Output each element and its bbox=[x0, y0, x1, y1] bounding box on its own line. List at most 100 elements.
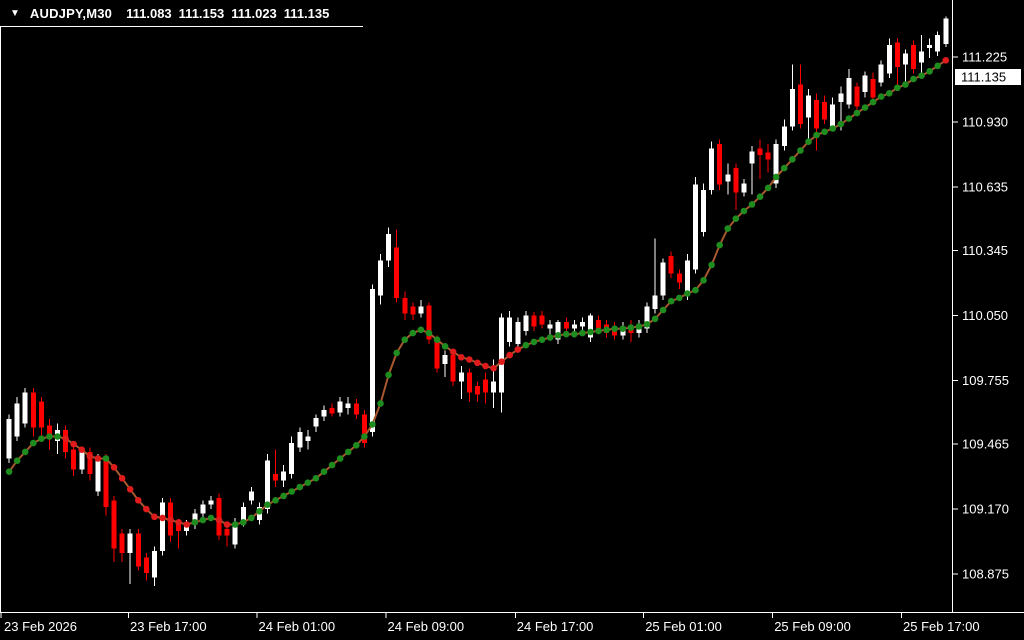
ma-dot-up bbox=[748, 201, 756, 208]
candle-body bbox=[652, 295, 658, 309]
candle-body bbox=[741, 183, 747, 193]
candle-body bbox=[87, 451, 93, 474]
candle-body bbox=[321, 410, 327, 417]
ma-dot-up bbox=[692, 286, 699, 294]
ma-dot-up bbox=[894, 84, 901, 92]
ma-dot-up bbox=[554, 332, 562, 339]
ma-dot-up bbox=[676, 294, 683, 302]
ma-dot-up bbox=[643, 321, 651, 328]
ma-dot-up bbox=[522, 341, 530, 349]
candle-body bbox=[943, 18, 949, 44]
candle-body bbox=[402, 297, 408, 314]
candle-body bbox=[531, 315, 537, 327]
candle-body bbox=[418, 306, 424, 314]
candle-body bbox=[289, 443, 295, 474]
ma-dot-down bbox=[498, 358, 505, 366]
candle-body bbox=[870, 79, 876, 98]
ma-dot-down bbox=[62, 435, 69, 443]
current-price-label: 111.135 bbox=[961, 69, 1006, 84]
candle-body bbox=[79, 449, 85, 470]
price-axis-label: 110.930 bbox=[962, 114, 1008, 129]
candle-body bbox=[717, 143, 723, 185]
ma-dot-up bbox=[603, 326, 610, 334]
candle-body bbox=[176, 524, 182, 532]
candle-body bbox=[111, 500, 117, 549]
candle-body bbox=[692, 184, 698, 270]
ma-dot-up bbox=[789, 156, 796, 163]
ma-dot-up bbox=[853, 109, 861, 117]
ma-dot-up bbox=[441, 343, 449, 350]
candle-body bbox=[862, 75, 868, 93]
ma-dot-up bbox=[546, 334, 554, 341]
ma-dot-up bbox=[344, 448, 352, 456]
ma-dot-up bbox=[353, 442, 360, 449]
ma-dot-down bbox=[167, 516, 174, 524]
candle-body bbox=[248, 491, 254, 501]
ma-dot-up bbox=[934, 62, 941, 70]
ma-dot-down bbox=[466, 356, 473, 363]
candle-body bbox=[22, 392, 28, 424]
collapse-chart-icon[interactable]: ▼ bbox=[10, 7, 20, 19]
chart-frame bbox=[0, 0, 1024, 613]
candle-body bbox=[797, 84, 803, 125]
candle-body bbox=[442, 355, 448, 364]
ma-dot-up bbox=[595, 327, 602, 335]
candle-body bbox=[628, 328, 634, 334]
ma-dot-up bbox=[716, 241, 723, 249]
ma-dot-down bbox=[159, 514, 166, 522]
ma-dot-up bbox=[199, 516, 207, 524]
candle-body bbox=[127, 533, 133, 554]
ma-dot-up bbox=[361, 433, 368, 440]
candle-body bbox=[95, 458, 101, 492]
candle-body bbox=[119, 533, 125, 554]
candle-body bbox=[563, 322, 569, 329]
candle-body bbox=[434, 339, 440, 369]
candle-body bbox=[596, 319, 602, 329]
time-axis-label: 24 Feb 17:00 bbox=[517, 619, 594, 634]
ma-dot-up bbox=[869, 98, 877, 106]
candle-body bbox=[878, 64, 884, 83]
ma-dot-down bbox=[151, 513, 158, 521]
ma-dot-down bbox=[134, 497, 142, 504]
price-axis[interactable]: 111.225 110.930 110.635 110.345 110.050 109.7… bbox=[952, 50, 1022, 582]
candle-body bbox=[410, 306, 416, 315]
ma-dot-up bbox=[409, 329, 417, 337]
candle-body bbox=[507, 317, 513, 342]
ma-dot-up bbox=[651, 315, 659, 323]
ma-dot-down bbox=[482, 362, 489, 370]
ma-dot-up bbox=[619, 325, 627, 333]
ma-dot-down bbox=[94, 455, 102, 462]
ma-dot-up bbox=[530, 338, 538, 346]
candle-body bbox=[822, 102, 828, 120]
candle-body bbox=[297, 432, 303, 448]
ma-dot-down bbox=[942, 57, 950, 64]
candle-body bbox=[273, 473, 279, 481]
ma-dot-up bbox=[248, 514, 255, 522]
candle-body bbox=[232, 522, 238, 545]
candle-body bbox=[305, 436, 311, 441]
ma-dot-up bbox=[320, 468, 328, 476]
ma-dot-down bbox=[506, 351, 514, 359]
ma-dot-down bbox=[215, 516, 223, 524]
ma-dot-up bbox=[627, 324, 635, 331]
candle-body bbox=[103, 458, 109, 507]
candle-body bbox=[919, 51, 925, 63]
ma-dot-down bbox=[449, 348, 457, 356]
candle-body bbox=[6, 418, 12, 459]
candle-body bbox=[644, 306, 650, 329]
price-axis-label: 110.345 bbox=[962, 243, 1008, 258]
ohlc-open: 111.083 bbox=[126, 5, 172, 21]
candle-body bbox=[757, 148, 763, 155]
ma-dot-down bbox=[86, 453, 94, 460]
ma-dot-up bbox=[30, 439, 37, 447]
candle-body bbox=[725, 174, 731, 182]
ma-dot-down bbox=[110, 464, 118, 471]
time-axis-label: 23 Feb 17:00 bbox=[130, 619, 207, 634]
time-axis[interactable]: 23 Feb 2026 23 Feb 17:00 24 Feb 01:00 24 Fe… bbox=[0, 612, 980, 635]
ohlc-low: 111.023 bbox=[231, 5, 277, 21]
ma-dot-up bbox=[328, 461, 336, 469]
price-axis-label: 109.755 bbox=[962, 373, 1009, 388]
candle-body bbox=[935, 35, 941, 52]
